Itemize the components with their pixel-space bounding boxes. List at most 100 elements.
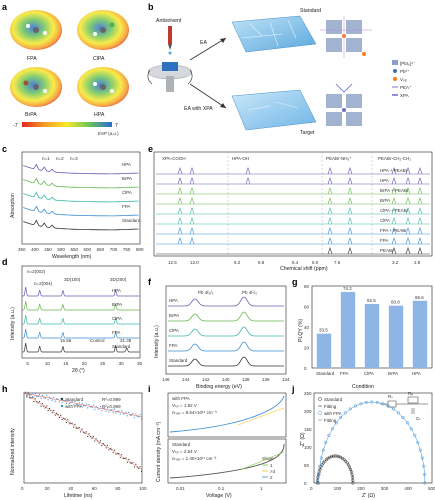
nmr-peak xyxy=(347,197,353,205)
decay-point xyxy=(47,410,49,412)
nmr-peak xyxy=(405,207,411,215)
nmr-peak xyxy=(189,207,195,215)
ylabel-i: Current density (mA cm⁻²) xyxy=(156,421,162,482)
impedance-point xyxy=(328,455,332,459)
series-label-f: HPA xyxy=(169,298,178,303)
panel-label-j: j xyxy=(291,384,295,394)
xtick-c: 700 xyxy=(110,247,118,252)
xtick-i: 1 xyxy=(260,486,263,491)
xtick-c: 500 xyxy=(57,247,65,252)
xtick-j: 200 xyxy=(357,486,365,491)
nmr-peak xyxy=(405,177,411,185)
xtick-h: 60 xyxy=(92,486,98,491)
nmr-peak xyxy=(177,197,183,205)
decay-point xyxy=(80,431,82,433)
slope-legend: Slope 1 >3 2 xyxy=(262,456,276,480)
nmr-peak xyxy=(405,217,411,225)
spin-coater-icon xyxy=(147,62,193,92)
spectra-rows-e: HPA + PEABr HPA BrPA + PEABr BrPA ClPA + PEA… xyxy=(156,167,430,255)
category-label-g: Standard xyxy=(316,371,335,376)
panel-label-i: i xyxy=(148,384,151,394)
xlabel-c: Wavelength (nm) xyxy=(52,254,92,260)
decay-point xyxy=(78,402,80,404)
molecule-brpa: BrPA xyxy=(10,67,62,118)
decay-point xyxy=(118,453,120,455)
plqy-bar xyxy=(388,305,404,368)
panel-label-b: b xyxy=(148,2,154,12)
xtick-e: 2.8 xyxy=(414,260,421,265)
xtick-j: 400 xyxy=(404,486,412,491)
ytick-j: 0 xyxy=(304,481,307,486)
impedance-point xyxy=(418,448,422,452)
xticks-h: 0 20 40 60 80 100 xyxy=(21,486,147,491)
nmr-peak xyxy=(417,227,423,235)
decay-point xyxy=(56,398,58,400)
decay-point xyxy=(51,412,53,414)
nmr-peak xyxy=(245,177,251,185)
decay-point xyxy=(139,414,141,416)
slope-legend-1: 1 xyxy=(270,463,273,468)
legend-j: Standard Fitting with FPA Fitting xyxy=(318,397,343,423)
decay-point xyxy=(47,399,49,401)
impedance-point xyxy=(386,404,390,408)
panel-b: b Antisolvent EA EA with XPA Standa xyxy=(147,2,416,136)
decay-point xyxy=(53,396,55,398)
peak-label-3d100: 3D(100) xyxy=(64,277,81,282)
decay-point xyxy=(27,391,29,393)
decay-point xyxy=(101,409,103,412)
panel-g: g PLQY (%) Condition 33.5 Standard 74.2 FPA… xyxy=(292,277,433,390)
arrow-to-target: EA with XPA xyxy=(184,83,227,112)
nmr-peak xyxy=(405,227,411,235)
category-label-g: ClPA xyxy=(364,371,374,376)
nmr-row-label: BrPA + PEABr xyxy=(380,188,409,193)
circuit-re: Rₑ xyxy=(408,391,413,396)
atom-icon xyxy=(33,27,39,33)
target-label: Target xyxy=(300,130,315,136)
decay-point xyxy=(138,467,140,469)
decay-point xyxy=(58,417,61,419)
decay-point xyxy=(132,412,134,414)
iv-curve-standard xyxy=(169,443,285,479)
decay-point xyxy=(132,461,134,463)
decay-point xyxy=(74,423,76,425)
decay-point xyxy=(128,458,130,460)
category-label-g: FPA xyxy=(340,371,348,376)
peak-label-3d200: 3D(200) xyxy=(110,277,127,282)
xtick-f: 138 xyxy=(242,377,250,382)
xtick-i: 0.1 xyxy=(218,486,225,491)
impedance-point xyxy=(405,421,409,425)
i-bottom-vtfl: Vₜₒₗ = 2.54 V xyxy=(172,449,197,454)
decay-point xyxy=(122,457,124,460)
decay-point xyxy=(95,438,97,440)
nmr-peak xyxy=(391,207,397,215)
decay-point xyxy=(112,452,114,454)
xtick-j: 100 xyxy=(334,486,342,491)
nmr-peak xyxy=(327,167,333,175)
impedance-point xyxy=(381,402,385,406)
decay-point xyxy=(58,401,61,403)
decay-point xyxy=(87,407,89,409)
nmr-peak xyxy=(391,217,397,225)
nmr-peak xyxy=(417,187,423,195)
xlabel-f: Binding energy (eV) xyxy=(196,384,242,390)
decay-point xyxy=(88,433,90,435)
legend-h: Standard with FPA R²=0.999 R²=0.999 xyxy=(60,397,121,409)
decay-point xyxy=(88,404,90,406)
header-peabr-ch2: PEABr-CH₂-CH₂ xyxy=(378,156,411,161)
absorption-curve xyxy=(23,163,139,175)
xrd-curve xyxy=(22,300,140,311)
xticks-f: 146 144 142 140 138 136 134 xyxy=(162,377,290,382)
plqy-bar xyxy=(412,300,428,368)
molecule-fpa: FPA xyxy=(10,10,62,62)
panel-j: j -Z'' (Ω) Z' (Ω) Standard Fitting with … xyxy=(291,384,435,499)
legend-swatch xyxy=(393,77,397,81)
decay-point xyxy=(33,396,35,398)
xtick-d: 20 xyxy=(82,361,88,366)
header-hpa-oh: HPA-OH xyxy=(232,156,249,161)
series-label-d: ClPA xyxy=(112,316,122,321)
yticks-g: 0 20 40 60 80 xyxy=(304,284,310,371)
legend-h-standard: Standard xyxy=(65,397,84,402)
xtick-h: 20 xyxy=(45,486,51,491)
xtick-c: 650 xyxy=(97,247,105,252)
nmr-peak xyxy=(327,217,333,225)
